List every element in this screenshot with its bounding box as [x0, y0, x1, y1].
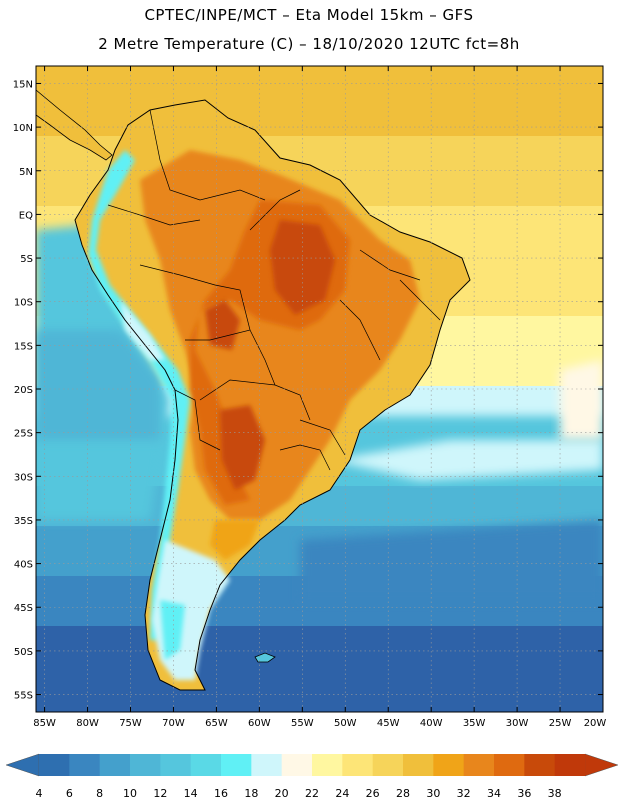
colorbar-swatch [342, 754, 374, 776]
lat-tick-label: 5N [19, 167, 33, 178]
latitude-ticks: 15N 10N 5N EQ 5S 10S 15S 20S 25S 30S 35S 40S 45S 50S 5… [13, 79, 603, 702]
lat-tick-label: 55S [14, 691, 33, 702]
colorbar-high-arrow [584, 753, 618, 777]
graticule [36, 66, 604, 712]
colorbar-swatch [312, 754, 343, 776]
lat-tick-label: 40S [14, 560, 33, 571]
colorbar-swatch [221, 754, 252, 776]
lon-tick-label: 30W [506, 718, 529, 729]
colorbar-swatch [190, 754, 222, 776]
colorbar-swatch [160, 754, 192, 776]
colorbar-label: 12 [153, 787, 167, 800]
colorbar-swatch [39, 754, 70, 776]
colorbar-label: 10 [123, 787, 137, 800]
colorbar-swatch [494, 754, 525, 776]
lon-tick-label: 45W [377, 718, 400, 729]
colorbar-label: 36 [517, 787, 531, 800]
title-line-1: CPTEC/INPE/MCT – Eta Model 15km – GFS [144, 6, 474, 24]
colorbar-swatch [281, 754, 313, 776]
lon-tick-label: 70W [162, 718, 185, 729]
lon-tick-label: 25W [549, 718, 572, 729]
lat-tick-label: 25S [14, 429, 33, 440]
lat-tick-label: 15N [13, 79, 33, 90]
lon-tick-label: 85W [33, 718, 56, 729]
lon-tick-label: 55W [291, 718, 314, 729]
lon-tick-label: 50W [334, 718, 357, 729]
colorbar-swatch [251, 754, 283, 776]
lat-tick-label: 20S [14, 385, 33, 396]
colorbar: 4 6 8 10 12 14 16 18 20 22 24 26 28 30 32 34 36 38 [5, 753, 618, 800]
colorbar-swatch [403, 754, 434, 776]
colorbar-label: 18 [244, 787, 258, 800]
colorbar-swatch [554, 754, 586, 776]
colorbar-swatch [524, 754, 556, 776]
lat-tick-label: 30S [14, 472, 33, 483]
lat-tick-label: 35S [14, 516, 33, 527]
colorbar-label: 22 [305, 787, 319, 800]
lon-tick-label: 65W [205, 718, 228, 729]
lat-tick-label: 10S [14, 298, 33, 309]
colorbar-label: 20 [275, 787, 289, 800]
lon-tick-label: 20W [584, 718, 607, 729]
colorbar-swatch [433, 754, 465, 776]
lon-tick-label: 60W [248, 718, 271, 729]
title-line-2: 2 Metre Temperature (C) – 18/10/2020 12U… [98, 35, 520, 53]
colorbar-label: 8 [96, 787, 103, 800]
lat-tick-label: 10N [13, 123, 33, 134]
lat-tick-label: EQ [19, 210, 33, 221]
colorbar-label: 38 [548, 787, 562, 800]
colorbar-label: 14 [184, 787, 198, 800]
longitude-ticks: 85W 80W 75W 70W 65W 60W 55W 50W 45W 40W 35W 30W 25W 2… [33, 66, 606, 729]
colorbar-swatch [99, 754, 131, 776]
colorbar-swatch [463, 754, 495, 776]
lon-tick-label: 75W [119, 718, 142, 729]
colorbar-low-arrow [5, 753, 40, 777]
lat-tick-label: 5S [20, 254, 33, 265]
colorbar-swatch [372, 754, 404, 776]
lat-tick-label: 15S [14, 341, 33, 352]
lon-tick-label: 40W [420, 718, 443, 729]
colorbar-swatch [69, 754, 101, 776]
colorbar-label: 28 [396, 787, 410, 800]
colorbar-label: 30 [426, 787, 440, 800]
lon-tick-label: 80W [76, 718, 99, 729]
country-borders [107, 109, 441, 471]
colorbar-label: 34 [487, 787, 501, 800]
lat-tick-label: 50S [14, 647, 33, 658]
lon-tick-label: 35W [463, 718, 486, 729]
colorbar-label: 4 [36, 787, 43, 800]
colorbar-label: 16 [214, 787, 228, 800]
colorbar-label: 32 [457, 787, 471, 800]
lat-tick-label: 45S [14, 603, 33, 614]
colorbar-swatch [130, 754, 161, 776]
colorbar-label: 6 [66, 787, 73, 800]
colorbar-label: 26 [366, 787, 380, 800]
colorbar-label: 24 [335, 787, 349, 800]
